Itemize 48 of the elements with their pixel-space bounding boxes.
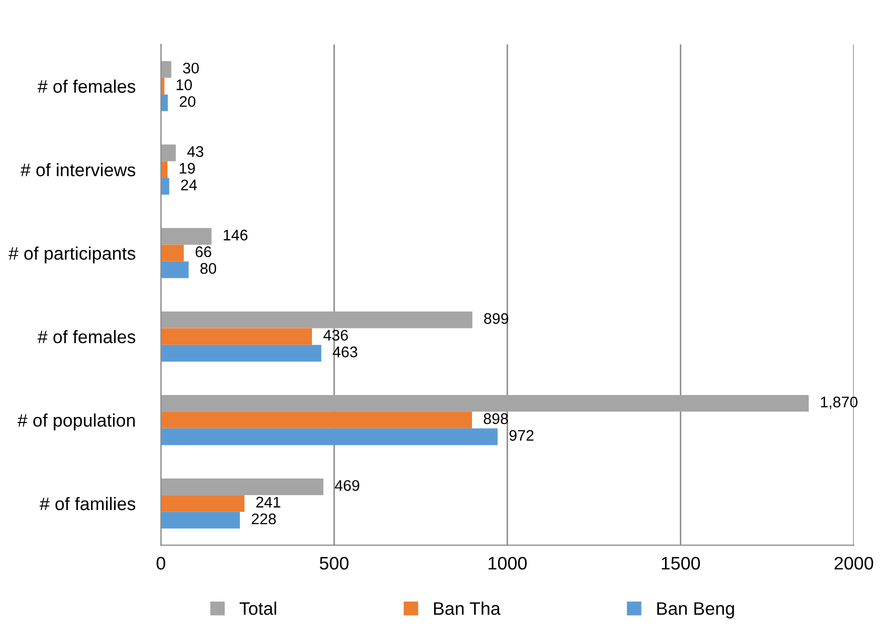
x-tick-label: 1500	[662, 556, 700, 570]
data-label: 241	[256, 496, 280, 508]
x-tick-label: 0	[156, 556, 166, 570]
bar	[160, 412, 472, 428]
data-label: 899	[484, 313, 508, 324]
data-label: 20	[180, 96, 196, 107]
bar	[160, 478, 324, 496]
data-label: 469	[334, 480, 360, 491]
data-label: 24	[181, 180, 197, 190]
bar	[160, 61, 172, 78]
x-tick-label: 2000	[834, 556, 874, 570]
data-label: 1,870	[821, 396, 858, 410]
bar	[160, 144, 176, 162]
x-tick-label: 500	[320, 556, 348, 570]
data-label: 146	[224, 230, 248, 240]
bar	[160, 94, 168, 112]
y-tick-label: # of families	[40, 496, 136, 510]
data-label: 463	[332, 346, 358, 358]
data-label: 898	[484, 413, 508, 424]
bar	[160, 228, 212, 245]
data-label: 10	[176, 79, 192, 90]
x-tick-label: 1000	[488, 556, 527, 570]
data-label: 436	[323, 330, 348, 341]
data-label: 66	[196, 246, 212, 258]
bar	[160, 312, 472, 328]
y-tick-label: # of females	[38, 80, 136, 93]
y-tick-label: # of females	[38, 330, 136, 344]
data-label: 80	[200, 263, 216, 274]
legend-label: Total	[240, 602, 276, 615]
data-label: 19	[180, 162, 195, 174]
legend-label: Ban Tha	[434, 602, 501, 615]
bar	[160, 394, 809, 412]
bar	[160, 495, 244, 512]
data-label: 30	[183, 62, 199, 74]
y-tick-label: # of population	[18, 413, 135, 430]
bar	[160, 161, 168, 178]
y-tick-label: # of interviews	[20, 163, 136, 176]
data-label: 228	[252, 513, 276, 524]
bar	[160, 261, 189, 278]
y-tick-label: # of participants	[8, 246, 136, 264]
bar	[160, 428, 498, 446]
legend-label: Ban Beng	[657, 602, 734, 618]
data-label: 972	[509, 430, 534, 441]
bar	[160, 512, 240, 529]
bar	[160, 328, 312, 345]
bar	[160, 244, 184, 262]
bar	[160, 344, 322, 362]
data-label: 43	[187, 146, 204, 157]
